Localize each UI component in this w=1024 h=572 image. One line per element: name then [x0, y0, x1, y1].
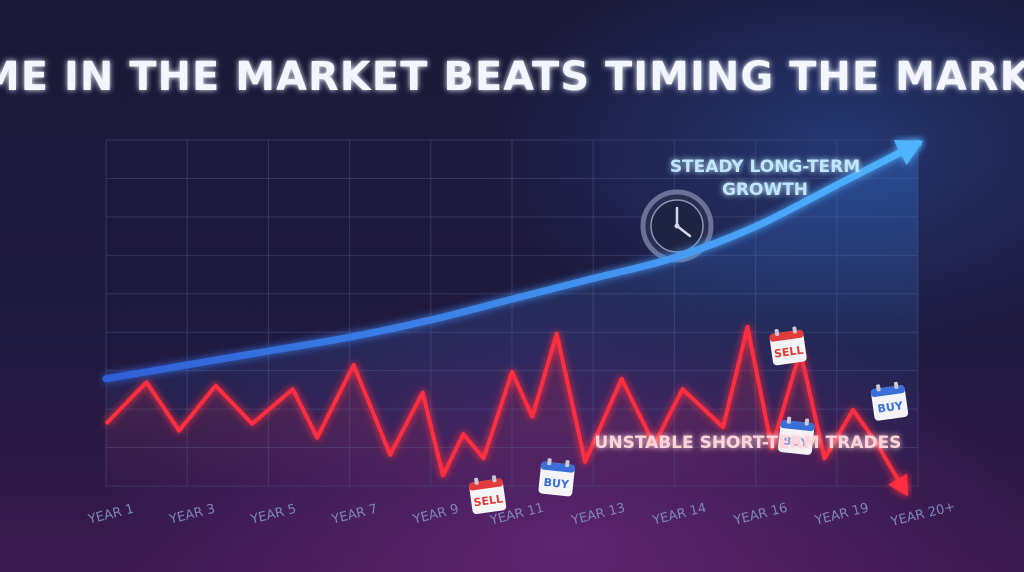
- calendar-ring: [474, 477, 479, 485]
- calendar-ring: [547, 458, 552, 466]
- calendar-ring: [491, 475, 497, 483]
- calendar-ring: [792, 326, 797, 334]
- buy-calendar-icon: BUY: [778, 416, 815, 455]
- calendar-label: BUY: [782, 434, 810, 450]
- trade-markers: SELL BUY SELL BUY BUY: [468, 326, 909, 515]
- calendar-ring: [565, 460, 570, 468]
- clock-icon: [640, 189, 714, 263]
- series-line-long-term: [102, 139, 922, 383]
- long-term-annotation-line1: STEADY LONG-TERM: [670, 157, 860, 177]
- long-term-annotation-line2: GROWTH: [722, 180, 808, 200]
- calendar-label: SELL: [473, 492, 504, 509]
- calendar-ring: [876, 384, 881, 392]
- calendar-label: SELL: [773, 344, 804, 361]
- long-term-area: [106, 143, 918, 486]
- calendar-ring: [804, 418, 810, 426]
- sell-calendar-icon: SELL: [468, 475, 507, 515]
- calendar-ring: [893, 381, 899, 389]
- calendar-label: BUY: [877, 399, 905, 416]
- calendar-ring: [786, 416, 792, 424]
- series-line-short-term: [104, 324, 908, 494]
- short-term-area: [106, 326, 906, 493]
- long-term-arrowhead: [893, 140, 924, 166]
- calendar-label: BUY: [543, 476, 571, 492]
- chart-title: TIME IN THE MARKET BEATS TIMING THE MARK…: [0, 54, 1024, 100]
- calendar-ring: [774, 328, 780, 337]
- short-term-arrowhead: [888, 473, 908, 497]
- short-term-annotation: UNSTABLE SHORT-TERM TRADES: [595, 433, 902, 453]
- sell-calendar-icon: SELL: [769, 326, 807, 366]
- buy-calendar-icon: BUY: [870, 381, 909, 421]
- buy-calendar-icon: BUY: [538, 458, 575, 497]
